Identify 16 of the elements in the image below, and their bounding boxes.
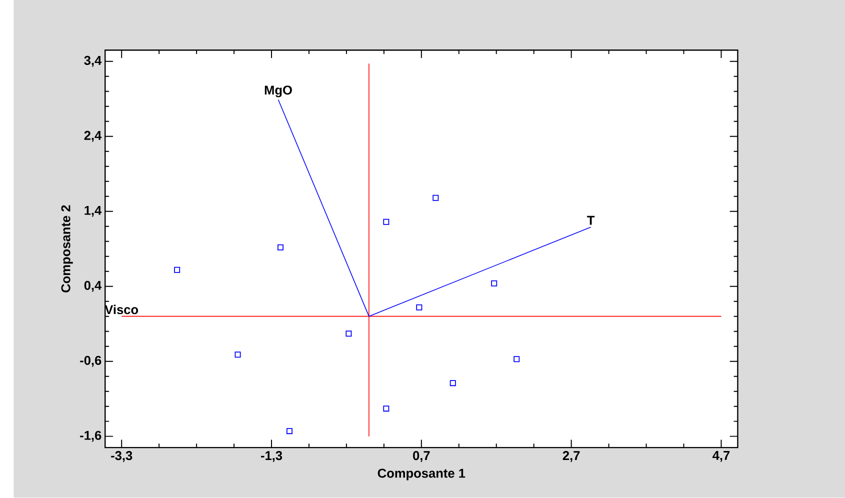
- x-tick-label: 4,7: [712, 451, 730, 462]
- y-axis-title: Composante 2: [61, 205, 73, 292]
- y-tick-label: -1,6: [80, 430, 102, 442]
- x-tick-label: 2,7: [562, 451, 580, 462]
- y-tick-label: 0,4: [84, 280, 102, 292]
- y-tick-label: -0,6: [80, 356, 102, 367]
- annotation: Visco: [104, 304, 138, 314]
- x-tick-label: -3,3: [111, 451, 132, 462]
- series-label: T: [587, 216, 595, 225]
- y-tick-label: 1,4: [84, 206, 102, 217]
- y-tick-label: 3,4: [84, 56, 102, 67]
- x-axis-title: Composante 1: [378, 468, 466, 480]
- x-tick-label: 0,7: [413, 451, 430, 462]
- x-tick-label: -1,3: [260, 451, 282, 462]
- y-tick-label: 2,4: [84, 130, 102, 142]
- series-label: MgO: [264, 86, 292, 98]
